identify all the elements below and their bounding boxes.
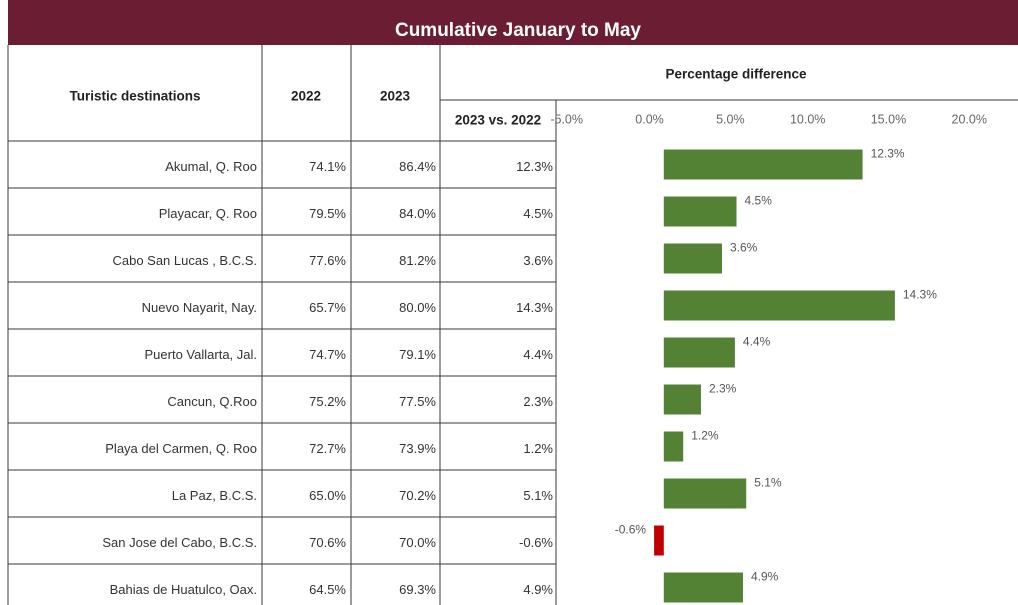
bar [663, 431, 684, 462]
cell: 69.3% [399, 582, 436, 597]
value-label: 4.5% [745, 194, 773, 208]
bar [654, 525, 664, 556]
cell: 84.0% [399, 206, 436, 221]
cell: 79.1% [399, 347, 436, 362]
cell: 64.5% [309, 582, 346, 597]
cell: Playacar, Q. Roo [159, 206, 257, 221]
cell: Bahias de Huatulco, Oax. [110, 582, 257, 597]
cell: 1.2% [523, 441, 553, 456]
cell: Puerto Vallarta, Jal. [145, 347, 257, 362]
bar [663, 149, 863, 180]
cell: 70.2% [399, 488, 436, 503]
x-tick-label: -5.0% [550, 112, 583, 126]
cell: Cabo San Lucas , B.C.S. [112, 253, 257, 268]
x-tick-label: 20.0% [952, 112, 987, 126]
value-label: 4.9% [751, 570, 779, 584]
header: 2023 vs. 2022 [455, 113, 541, 128]
cell: 4.5% [523, 206, 553, 221]
cell: 70.6% [309, 535, 346, 550]
x-tick-label: 15.0% [871, 112, 906, 126]
cell: Playa del Carmen, Q. Roo [105, 441, 257, 456]
cell: 77.6% [309, 253, 346, 268]
cell: Cancun, Q.Roo [167, 394, 257, 409]
value-label: 12.3% [871, 147, 905, 161]
cell: 86.4% [399, 159, 436, 174]
bar [663, 384, 701, 415]
cell: 81.2% [399, 253, 436, 268]
cell: 73.9% [399, 441, 436, 456]
cell: Akumal, Q. Roo [165, 159, 257, 174]
cell: 14.3% [516, 300, 553, 315]
cell: 65.0% [309, 488, 346, 503]
cell: 74.1% [309, 159, 346, 174]
bar [663, 572, 743, 603]
bar [663, 196, 737, 227]
value-label: 3.6% [730, 241, 758, 255]
cell: 75.2% [309, 394, 346, 409]
value-label: 2.3% [709, 382, 737, 396]
value-label: 5.1% [754, 476, 782, 490]
cell: 3.6% [523, 253, 553, 268]
cell: Nuevo Nayarit, Nay. [142, 300, 257, 315]
bar [663, 337, 735, 368]
header: 2022 [291, 89, 321, 104]
cell: La Paz, B.C.S. [172, 488, 257, 503]
value-label: -0.6% [615, 523, 647, 537]
x-tick-label: 0.0% [635, 112, 664, 126]
value-label: 1.2% [691, 429, 719, 443]
cell: 74.7% [309, 347, 346, 362]
bar [663, 243, 722, 274]
header: Percentage difference [665, 67, 807, 82]
cell: San Jose del Cabo, B.C.S. [102, 535, 257, 550]
value-label: 14.3% [903, 288, 937, 302]
cell: 70.0% [399, 535, 436, 550]
cell: 12.3% [516, 159, 553, 174]
cell: 4.9% [523, 582, 553, 597]
bar [663, 478, 747, 509]
cell: 65.7% [309, 300, 346, 315]
cell: 2.3% [523, 394, 553, 409]
cell: 4.4% [523, 347, 553, 362]
cell: 5.1% [523, 488, 553, 503]
cell: 72.7% [309, 441, 346, 456]
x-tick-label: 5.0% [716, 112, 745, 126]
header: 2023 [380, 89, 411, 104]
header: Turistic destinations [69, 89, 200, 104]
cell: 79.5% [309, 206, 346, 221]
x-tick-label: 10.0% [790, 112, 825, 126]
title-bar [8, 0, 1018, 45]
cell: -0.6% [519, 535, 553, 550]
bar [663, 290, 895, 321]
value-label: 4.4% [743, 335, 771, 349]
cell: 80.0% [399, 300, 436, 315]
cell: 77.5% [399, 394, 436, 409]
title: Cumulative January to May [395, 20, 641, 41]
